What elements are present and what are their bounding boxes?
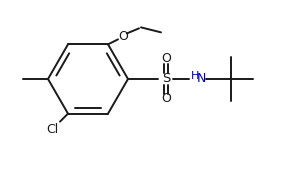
- Text: H: H: [191, 71, 199, 81]
- Text: Cl: Cl: [46, 123, 58, 136]
- Text: O: O: [161, 52, 171, 66]
- Text: O: O: [118, 30, 128, 43]
- Text: O: O: [161, 93, 171, 105]
- Text: N: N: [196, 72, 206, 86]
- Text: S: S: [162, 72, 170, 86]
